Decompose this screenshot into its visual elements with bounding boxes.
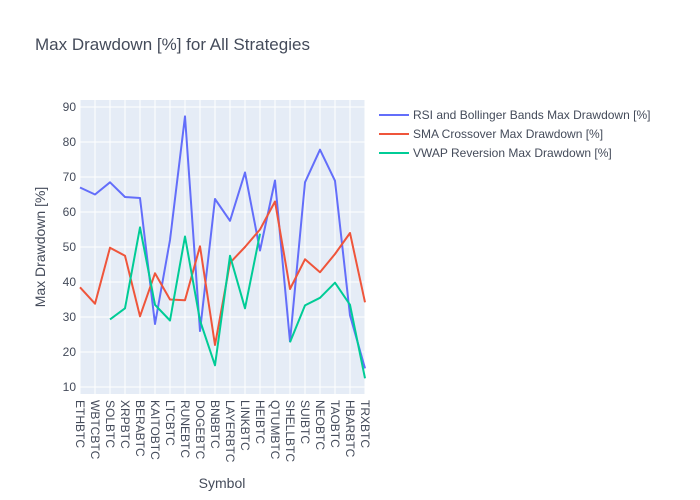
legend-label: SMA Crossover Max Drawdown [%] <box>413 127 603 141</box>
x-tick-label: HBARBTC <box>343 400 357 458</box>
x-tick-label: DOGEBTC <box>193 400 207 460</box>
y-tick-label: 20 <box>63 345 77 359</box>
chart-title: Max Drawdown [%] for All Strategies <box>35 35 310 54</box>
x-tick-label: LINKBTC <box>238 400 252 451</box>
y-axis-ticks: 10 20 30 40 50 60 70 80 90 <box>63 100 77 394</box>
legend-label: RSI and Bollinger Bands Max Drawdown [%] <box>413 108 650 122</box>
legend-label: VWAP Reversion Max Drawdown [%] <box>413 146 612 160</box>
x-tick-label: SOLBTC <box>103 400 117 448</box>
x-tick-label: RUNEBTC <box>178 400 192 458</box>
x-axis-ticks: ETHBTC WBTCBTC SOLBTC XRPBTC BERABTC KAITOBTC… <box>73 400 372 463</box>
x-tick-label: BERABTC <box>133 400 147 457</box>
x-tick-label: QTUMBTC <box>268 400 282 460</box>
x-tick-label: LTCBTC <box>163 400 177 446</box>
legend-item-1[interactable]: SMA Crossover Max Drawdown [%] <box>379 127 603 141</box>
y-tick-label: 70 <box>63 170 77 184</box>
x-tick-label: ETHBTC <box>73 400 87 448</box>
x-axis-title: Symbol <box>199 475 246 491</box>
x-tick-label: TAOBTC <box>328 400 342 448</box>
legend-item-2[interactable]: VWAP Reversion Max Drawdown [%] <box>379 146 612 160</box>
x-tick-label: LAYERBTC <box>223 400 237 463</box>
y-tick-label: 10 <box>63 380 77 394</box>
y-tick-label: 50 <box>63 240 77 254</box>
legend-item-0[interactable]: RSI and Bollinger Bands Max Drawdown [%] <box>379 108 650 122</box>
x-tick-label: BNBBTC <box>208 400 222 449</box>
x-tick-label: NEOBTC <box>313 400 327 450</box>
y-tick-label: 60 <box>63 205 77 219</box>
x-tick-label: KAITOBTC <box>148 400 162 460</box>
series-lines <box>79 115 366 379</box>
legend[interactable]: RSI and Bollinger Bands Max Drawdown [%]… <box>379 108 650 160</box>
y-tick-label: 90 <box>63 100 77 114</box>
x-tick-label: HEIBTC <box>253 400 267 444</box>
x-tick-label: TRXBTC <box>358 400 372 448</box>
y-tick-label: 30 <box>63 310 77 324</box>
x-tick-label: SHELLBTC <box>283 400 297 462</box>
x-tick-label: SUIBTC <box>298 400 312 444</box>
y-tick-label: 40 <box>63 275 77 289</box>
y-tick-label: 80 <box>63 135 77 149</box>
x-tick-label: WBTCBTC <box>88 400 102 460</box>
y-axis-title: Max Drawdown [%] <box>32 187 48 308</box>
series-line-0 <box>79 115 366 369</box>
x-tick-label: XRPBTC <box>118 400 132 449</box>
series-line-2 <box>109 226 366 379</box>
